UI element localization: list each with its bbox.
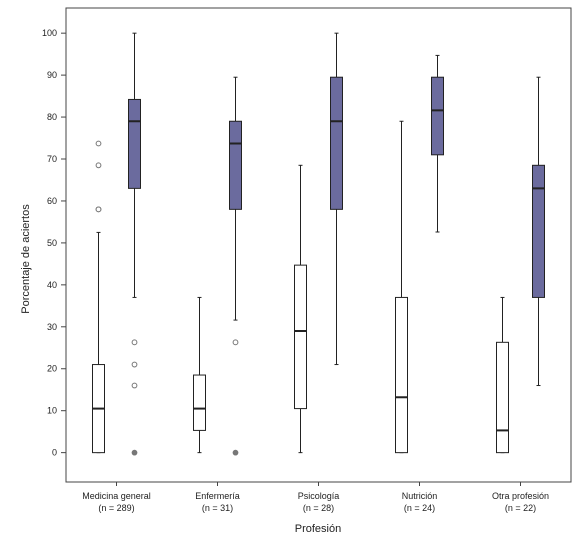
category-label: Otra profesión [492, 491, 549, 501]
outlier-point [95, 162, 102, 169]
y-tick-label: 10 [47, 406, 57, 416]
plot-frame [65, 7, 572, 483]
category-label: Medicina general [82, 491, 151, 501]
box-iqr [496, 341, 509, 454]
y-tick-label: 80 [47, 112, 57, 122]
outlier-point [232, 449, 239, 456]
category-label: Psicología [298, 491, 340, 501]
x-axis-labels: Medicina general (n = 289) Enfermería (n = … [82, 482, 549, 513]
category-n-label: (n = 28) [303, 503, 334, 513]
box-pre [193, 296, 206, 454]
y-tick-label: 60 [47, 196, 57, 206]
box-iqr [193, 374, 206, 431]
outlier-point [131, 382, 138, 389]
category-n-label: (n = 31) [202, 503, 233, 513]
y-tick-label: 50 [47, 238, 57, 248]
category-label: Nutrición [402, 491, 438, 501]
box-iqr [431, 76, 444, 156]
boxes [92, 32, 545, 456]
y-tick-label: 30 [47, 322, 57, 332]
box-iqr [532, 164, 545, 298]
box-iqr [128, 98, 141, 189]
y-axis: 0 10 20 30 40 50 60 70 80 90 100 [42, 28, 66, 458]
y-tick-label: 70 [47, 154, 57, 164]
outlier-point [232, 339, 239, 346]
outlier-point [95, 206, 102, 213]
y-tick-label: 100 [42, 28, 57, 38]
y-axis-title: Porcentaje de aciertos [20, 204, 32, 314]
box-pre [496, 296, 509, 454]
box-iqr [395, 296, 408, 454]
box-post [128, 32, 141, 456]
outlier-point [131, 449, 138, 456]
box-post [229, 76, 242, 456]
box-post [330, 32, 343, 366]
category-n-label: (n = 24) [404, 503, 435, 513]
box-post [532, 76, 545, 387]
box-pre [294, 164, 307, 454]
y-tick-label: 40 [47, 280, 57, 290]
box-pre [92, 140, 105, 454]
box-iqr [229, 120, 242, 210]
outlier-point [131, 361, 138, 368]
outlier-point [131, 339, 138, 346]
category-label: Enfermería [195, 491, 240, 501]
box-iqr [330, 76, 343, 210]
box-pre [395, 120, 408, 454]
category-n-label: (n = 289) [98, 503, 134, 513]
y-tick-label: 90 [47, 70, 57, 80]
y-tick-label: 20 [47, 364, 57, 374]
x-axis-title: Profesión [295, 523, 341, 535]
category-n-label: (n = 22) [505, 503, 536, 513]
outlier-point [95, 140, 102, 147]
box-post [431, 54, 444, 233]
box-iqr [294, 264, 307, 410]
y-tick-label: 0 [52, 448, 57, 458]
